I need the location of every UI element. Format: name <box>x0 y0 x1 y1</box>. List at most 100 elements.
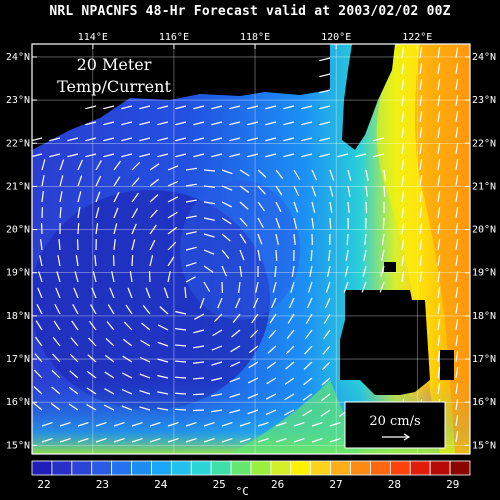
current-arrow <box>104 354 115 363</box>
current-arrow <box>113 239 116 251</box>
current-arrow <box>255 281 259 293</box>
current-arrow <box>50 402 61 411</box>
current-arrow <box>437 175 441 187</box>
current-arrow <box>203 421 215 427</box>
current-arrow <box>328 249 331 261</box>
current-arrow <box>129 271 133 283</box>
current-arrow <box>77 191 82 203</box>
current-arrow <box>149 239 156 251</box>
current-arrow <box>221 169 233 175</box>
current-arrow <box>323 329 331 340</box>
current-arrow <box>237 281 241 293</box>
current-arrow <box>221 249 230 259</box>
current-arrow <box>247 121 259 126</box>
lat-label-right: 22°N <box>472 138 496 149</box>
current-arrow <box>113 191 120 203</box>
current-arrow <box>365 169 369 181</box>
current-arrow <box>174 360 187 363</box>
current-arrow <box>455 175 459 187</box>
current-arrow <box>167 226 178 235</box>
current-arrow <box>229 153 241 158</box>
current-arrow <box>167 211 178 219</box>
current-arrow <box>59 175 64 187</box>
current-arrow <box>157 391 169 395</box>
current-arrow <box>85 121 97 126</box>
current-arrow <box>149 437 161 443</box>
current-arrow <box>284 393 295 401</box>
current-arrow <box>419 223 423 235</box>
current-arrow <box>194 313 205 320</box>
current-arrow <box>211 377 223 382</box>
current-arrow <box>95 160 102 171</box>
vector-legend-box <box>344 401 446 449</box>
current-arrow <box>419 47 423 59</box>
current-arrow <box>235 297 241 309</box>
current-arrow <box>203 265 214 273</box>
current-arrow <box>309 265 313 277</box>
current-arrow <box>52 353 61 363</box>
current-arrow <box>274 265 277 278</box>
current-arrow <box>257 249 261 261</box>
current-arrow <box>59 421 71 427</box>
colorbar-swatch <box>170 460 192 476</box>
lon-label: 120°E <box>321 32 351 43</box>
current-arrow <box>203 249 215 255</box>
current-arrow <box>185 437 197 443</box>
current-arrow <box>437 335 441 347</box>
current-arrow <box>381 249 385 261</box>
current-arrow <box>53 320 61 331</box>
current-arrow <box>346 233 349 246</box>
figure-title: NRL NPACNFS 48-Hr Forecast valid at 2003… <box>49 4 451 19</box>
current-arrow <box>229 105 241 110</box>
current-arrow <box>419 207 423 219</box>
current-arrow <box>343 281 349 293</box>
current-arrow <box>401 159 405 171</box>
colorbar-swatch <box>350 460 371 476</box>
current-arrow <box>401 223 405 235</box>
current-arrow <box>304 329 313 340</box>
current-arrow <box>231 329 241 338</box>
current-arrow <box>437 239 441 251</box>
current-arrow <box>437 287 441 299</box>
current-arrow <box>381 233 385 245</box>
current-arrow <box>32 153 43 158</box>
lat-label-left: 24°N <box>6 52 30 63</box>
current-arrow <box>401 175 405 187</box>
current-arrow <box>249 329 259 339</box>
current-arrow <box>239 217 248 227</box>
current-arrow <box>211 121 223 126</box>
current-arrow <box>95 421 107 427</box>
colorbar-swatch <box>270 460 292 476</box>
current-arrow <box>437 47 441 59</box>
current-arrow <box>131 254 134 267</box>
current-arrow <box>199 297 205 309</box>
current-arrow <box>311 217 315 229</box>
current-arrow <box>419 79 423 91</box>
current-arrow <box>49 137 61 142</box>
current-arrow <box>301 137 313 142</box>
current-arrow <box>86 370 97 379</box>
current-arrow <box>121 153 133 158</box>
current-arrow <box>455 63 459 75</box>
lat-label-right: 18°N <box>472 311 496 322</box>
current-arrow <box>265 153 277 158</box>
current-arrow <box>41 159 46 171</box>
current-arrow <box>121 405 133 411</box>
current-arrow <box>192 393 205 396</box>
variable-label: Temp/Current <box>57 77 171 96</box>
current-arrow <box>57 255 61 267</box>
current-arrow <box>203 217 215 221</box>
current-arrow <box>109 287 115 299</box>
current-arrow <box>167 437 179 443</box>
current-arrow <box>455 351 459 363</box>
current-arrow <box>104 388 115 395</box>
current-arrow <box>55 287 61 299</box>
current-arrow <box>401 111 405 123</box>
colorbar-swatch <box>111 460 132 476</box>
current-arrow <box>247 409 259 415</box>
current-arrow <box>121 137 133 142</box>
current-arrow <box>239 185 250 194</box>
current-arrow <box>270 297 277 309</box>
current-arrow <box>257 437 269 443</box>
current-arrow <box>251 313 259 324</box>
